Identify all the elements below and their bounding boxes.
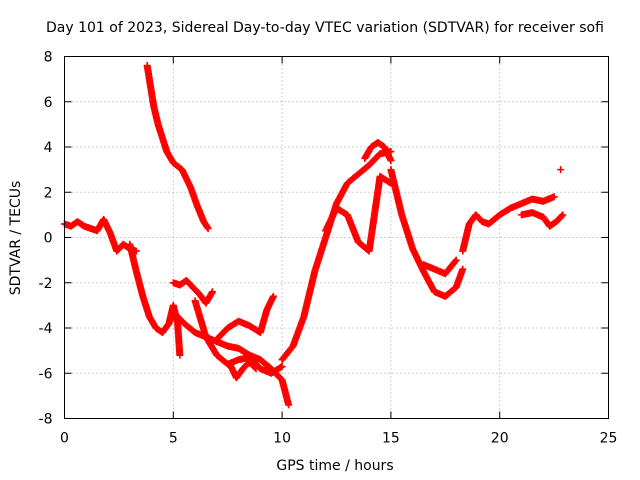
x-axis-label: GPS time / hours bbox=[276, 458, 393, 474]
series-sharp-drop bbox=[143, 62, 212, 232]
data-point bbox=[557, 166, 565, 174]
y-tick-label: -6 bbox=[39, 366, 53, 382]
series-late-lower bbox=[517, 209, 567, 230]
x-tick-label: 20 bbox=[491, 431, 509, 447]
y-tick-label: 6 bbox=[44, 95, 53, 111]
plot-frame bbox=[64, 56, 609, 419]
x-tick-label: 5 bbox=[169, 431, 178, 447]
data-point bbox=[269, 292, 277, 300]
y-axis-label: SDTVAR / TECUs bbox=[8, 181, 24, 296]
series-mid-day-band-c bbox=[213, 292, 277, 343]
y-tick-label: -4 bbox=[39, 321, 53, 337]
series-hump-core bbox=[361, 138, 395, 165]
x-tick-label: 25 bbox=[600, 431, 618, 447]
series-plateau bbox=[169, 276, 216, 307]
data-point bbox=[251, 364, 259, 372]
data-point bbox=[559, 211, 567, 219]
data-point bbox=[558, 212, 566, 220]
data-point bbox=[278, 362, 286, 370]
x-tick-label: 10 bbox=[273, 431, 291, 447]
series-evening-decline bbox=[387, 166, 467, 300]
data-point bbox=[176, 351, 184, 359]
series-dip-low bbox=[226, 358, 260, 382]
data-point bbox=[452, 256, 460, 264]
x-tick-label: 0 bbox=[60, 431, 69, 447]
x-tick-label: 15 bbox=[382, 431, 400, 447]
y-tick-label: 4 bbox=[44, 140, 53, 156]
y-tick-label: 8 bbox=[44, 50, 53, 66]
data-point bbox=[387, 157, 395, 165]
data-point bbox=[208, 288, 216, 296]
series-end-point bbox=[557, 166, 565, 174]
data-point bbox=[459, 265, 467, 273]
series-evening-upper bbox=[420, 256, 460, 278]
data-point bbox=[451, 257, 459, 265]
y-tick-label: -8 bbox=[39, 412, 53, 428]
y-tick-label: 2 bbox=[44, 185, 53, 201]
data-point bbox=[252, 365, 260, 373]
series-mid-day-band-b bbox=[191, 297, 286, 377]
grid bbox=[64, 56, 609, 419]
series-morning-decline bbox=[126, 240, 184, 359]
y-tick-label: 0 bbox=[44, 231, 53, 247]
data-point bbox=[550, 193, 558, 201]
chart-title: Day 101 of 2023, Sidereal Day-to-day VTE… bbox=[46, 20, 604, 36]
series-afternoon-lower bbox=[322, 172, 395, 255]
y-tick-label: -2 bbox=[39, 276, 53, 292]
data-series bbox=[61, 62, 567, 409]
data-point bbox=[285, 401, 293, 409]
data-point bbox=[204, 224, 212, 232]
series-late-evening bbox=[459, 193, 558, 255]
